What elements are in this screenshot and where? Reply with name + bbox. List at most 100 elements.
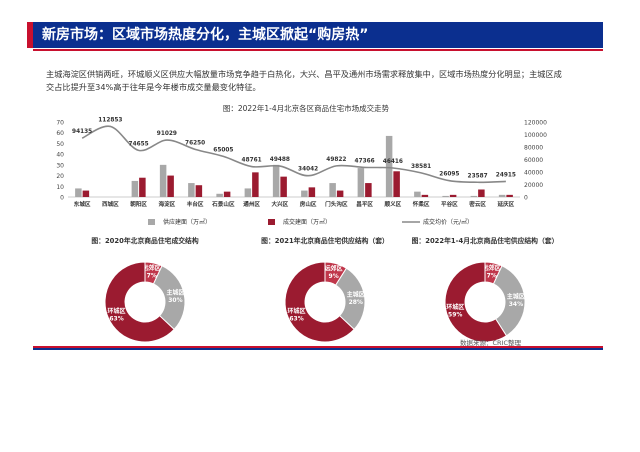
donut-title: 图：2020年北京商品住宅成交结构 xyxy=(91,236,198,245)
x-tick-label: 石景山区 xyxy=(211,200,235,208)
donut-slice-pct: 7% xyxy=(147,273,157,280)
y2-tick-label: 40000 xyxy=(524,170,543,177)
intro-paragraph: 主城海淀区供销两旺，环城顺义区供应大幅放量市场竞争趋于白热化，大兴、昌平及通州市… xyxy=(46,69,562,92)
donut-slice-pct: 7% xyxy=(487,273,497,280)
donut-slice xyxy=(492,265,526,337)
legend-supply-label: 供应建面（万㎡） xyxy=(163,218,211,226)
bar-supply xyxy=(498,194,506,197)
bar-supply xyxy=(75,188,82,197)
y-tick-label: 20 xyxy=(56,173,64,180)
bar-deal xyxy=(506,194,513,197)
price-data-label: 23587 xyxy=(468,173,488,179)
price-data-label: 38581 xyxy=(411,164,431,170)
bar-supply xyxy=(244,188,252,197)
chart-title: 图：2022年1-4月北京各区商品住宅市场成交走势 xyxy=(223,103,390,113)
donut-slice-name: 主城区 xyxy=(507,293,525,301)
bar-deal xyxy=(308,187,316,197)
bar-deal xyxy=(478,189,485,197)
y-tick-label: 30 xyxy=(56,162,64,169)
price-data-label: 65005 xyxy=(213,147,233,153)
y-tick-label: 50 xyxy=(56,141,64,148)
price-data-label: 94135 xyxy=(72,129,92,135)
bar-deal xyxy=(393,171,400,197)
x-tick-label: 海淀区 xyxy=(158,200,175,208)
bar-deal xyxy=(280,176,287,197)
x-tick-label: 门头沟区 xyxy=(325,200,348,208)
bar-deal xyxy=(223,191,231,197)
x-tick-label: 延庆区 xyxy=(496,200,514,208)
header-bar xyxy=(33,22,603,48)
bar-supply xyxy=(131,180,139,197)
bar-supply xyxy=(329,183,336,197)
x-tick-label: 昌平区 xyxy=(356,200,373,208)
footer-rule-blue xyxy=(33,348,603,350)
price-data-label: 34042 xyxy=(298,167,318,173)
bar-deal xyxy=(365,183,372,197)
donut-slice-pct: 34% xyxy=(509,301,523,308)
price-data-label: 49488 xyxy=(270,157,290,163)
bar-deal xyxy=(139,177,146,197)
bar-deal xyxy=(252,172,259,197)
legend-deal-swatch xyxy=(268,219,275,225)
donut-slice-pct: 30% xyxy=(168,297,182,304)
bar-supply xyxy=(159,164,167,197)
y-tick-label: 40 xyxy=(56,152,64,159)
price-data-label: 49822 xyxy=(326,157,346,163)
footer-rule-red xyxy=(33,346,603,348)
x-tick-label: 西城区 xyxy=(102,200,119,208)
donut-slice-pct: 9% xyxy=(329,273,339,280)
y-tick-label: 0 xyxy=(60,195,64,202)
bar-supply xyxy=(216,193,223,197)
legend-price-label: 成交均价（元/㎡） xyxy=(423,218,473,226)
donut-title: 图：2021年北京商品住宅供应结构（套） xyxy=(261,236,389,245)
bar-supply xyxy=(442,195,449,197)
page-title: 新房市场：区域市场热度分化，主城区掀起“购房热” xyxy=(42,27,369,43)
price-data-label: 74655 xyxy=(129,141,149,147)
price-data-label: 46416 xyxy=(383,159,403,165)
x-tick-label: 平谷区 xyxy=(441,200,458,208)
bar-deal xyxy=(336,190,344,197)
bar-supply xyxy=(357,168,365,197)
donut-slice xyxy=(104,261,175,343)
bar-supply xyxy=(470,195,478,197)
x-tick-label: 密云区 xyxy=(469,200,486,208)
legend-deal-label: 成交建面（万㎡） xyxy=(283,218,331,226)
source-note: 数据来源：CRIC整理 xyxy=(460,339,522,347)
y2-tick-label: 20000 xyxy=(524,182,543,189)
price-data-label: 24915 xyxy=(496,172,516,178)
bar-supply xyxy=(272,164,280,197)
donut-slice xyxy=(444,261,508,343)
bar-deal xyxy=(82,190,90,197)
bar-supply xyxy=(414,191,421,197)
bar-supply xyxy=(301,190,308,197)
x-tick-label: 朝阳区 xyxy=(130,200,147,208)
x-tick-label: 通州区 xyxy=(243,200,260,208)
y-tick-label: 10 xyxy=(56,184,64,191)
donut-slice-name: 环城区 xyxy=(108,307,126,315)
bar-supply xyxy=(188,183,195,197)
bar-supply xyxy=(385,135,393,197)
y2-tick-label: 0 xyxy=(524,195,528,202)
bar-deal xyxy=(449,194,457,197)
y-tick-label: 60 xyxy=(56,130,64,137)
donut-title: 图：2022年1-4月北京商品住宅供应结构（套） xyxy=(412,236,559,245)
x-tick-label: 大兴区 xyxy=(271,200,288,208)
x-tick-label: 顺义区 xyxy=(384,200,401,208)
donut-slice-name: 远郊区 xyxy=(143,264,161,272)
price-line xyxy=(81,125,506,184)
bar-deal xyxy=(195,185,203,197)
x-tick-label: 怀柔区 xyxy=(413,200,430,208)
price-data-label: 91029 xyxy=(157,131,177,137)
district-trend-chart: 图：2022年1-4月北京各区商品住宅市场成交走势 0 10 20 30 40 50 60 70… xyxy=(56,103,547,226)
donut-slice-name: 主城区 xyxy=(166,289,184,297)
donut-slice-pct: 28% xyxy=(349,299,363,306)
price-data-label: 47366 xyxy=(355,158,375,164)
donut-slice-pct: 63% xyxy=(289,315,303,322)
price-data-label: 48761 xyxy=(242,158,262,164)
x-tick-label: 房山区 xyxy=(300,200,317,208)
bar-deal xyxy=(167,175,174,197)
x-tick-label: 丰台区 xyxy=(187,200,204,208)
